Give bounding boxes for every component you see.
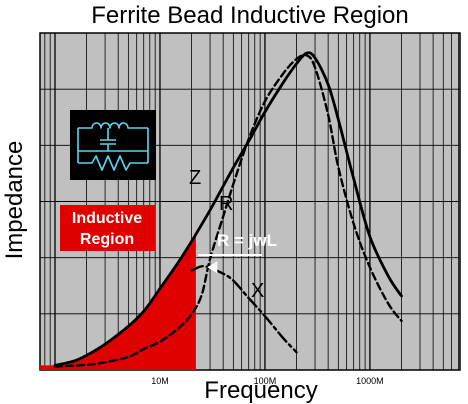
inductive-region-fill (40, 234, 196, 370)
circuit-schematic-lines (77, 122, 149, 171)
curve-labels: ZR X (189, 167, 264, 302)
grid (40, 33, 460, 370)
inductive-region-label-box (60, 205, 155, 251)
inductive-region-label-line1: Inductive (72, 210, 142, 227)
x-axis-label: Frequency (204, 377, 317, 404)
curve-x (190, 264, 298, 354)
inductive-region-label-line2: Region (80, 231, 134, 248)
chart-title: Ferrite Bead Inductive Region (91, 2, 409, 29)
curve-label-r: R (219, 193, 233, 215)
r-equals-jwl-arrow-icon (207, 261, 218, 274)
curve-r (53, 53, 403, 368)
annotations: Inductive Region R = jwL (60, 205, 277, 274)
inductive-region-shade (40, 234, 196, 370)
x-tick-label: 1000M (356, 376, 384, 386)
ferrite-bead-equivalent-circuit-icon (70, 110, 156, 180)
x-tick-label: 100M (254, 376, 277, 386)
curve-label-x: X (251, 280, 264, 302)
x-tick-labels: 10M 100M 1000M (151, 376, 383, 386)
y-axis-label: Impedance (1, 141, 28, 260)
x-tick-label: 10M (151, 376, 169, 386)
curves (53, 51, 403, 368)
r-equals-jwl-label: R = jwL (217, 231, 277, 250)
curve-label-z: Z (189, 167, 201, 189)
